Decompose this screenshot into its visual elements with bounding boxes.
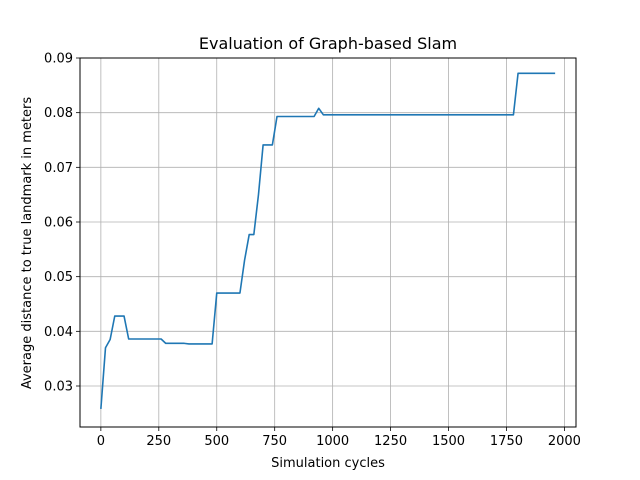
series-line xyxy=(100,72,556,410)
y-tick-label: 0.06 xyxy=(44,216,73,231)
chart-title: Evaluation of Graph-based Slam xyxy=(199,34,457,53)
x-tick-label: 2000 xyxy=(548,434,581,449)
grid-layer xyxy=(80,57,576,427)
y-axis-label: Average distance to true landmark in met… xyxy=(20,97,35,390)
x-tick-label: 1500 xyxy=(432,434,465,449)
tick-layer: 0 250 500 750 1000 1250 1500 1750 2000 0.03 0.04 0.… xyxy=(44,52,581,450)
x-tick-label: 0 xyxy=(97,434,105,449)
plot-frame xyxy=(79,57,577,428)
y-tick-label: 0.09 xyxy=(44,52,73,67)
y-tick-label: 0.04 xyxy=(44,325,73,340)
y-tick-label: 0.03 xyxy=(44,380,73,395)
series-layer xyxy=(100,72,556,410)
x-tick-label: 1250 xyxy=(374,434,407,449)
x-tick-label: 250 xyxy=(146,434,171,449)
x-axis-label: Simulation cycles xyxy=(271,456,385,471)
x-tick-label: 1750 xyxy=(490,434,523,449)
y-tick-label: 0.05 xyxy=(44,270,73,285)
y-tick-label: 0.07 xyxy=(44,161,73,176)
x-tick-label: 1000 xyxy=(316,434,349,449)
y-tick-label: 0.08 xyxy=(44,106,73,121)
x-tick-label: 750 xyxy=(262,434,287,449)
x-tick-label: 500 xyxy=(204,434,229,449)
